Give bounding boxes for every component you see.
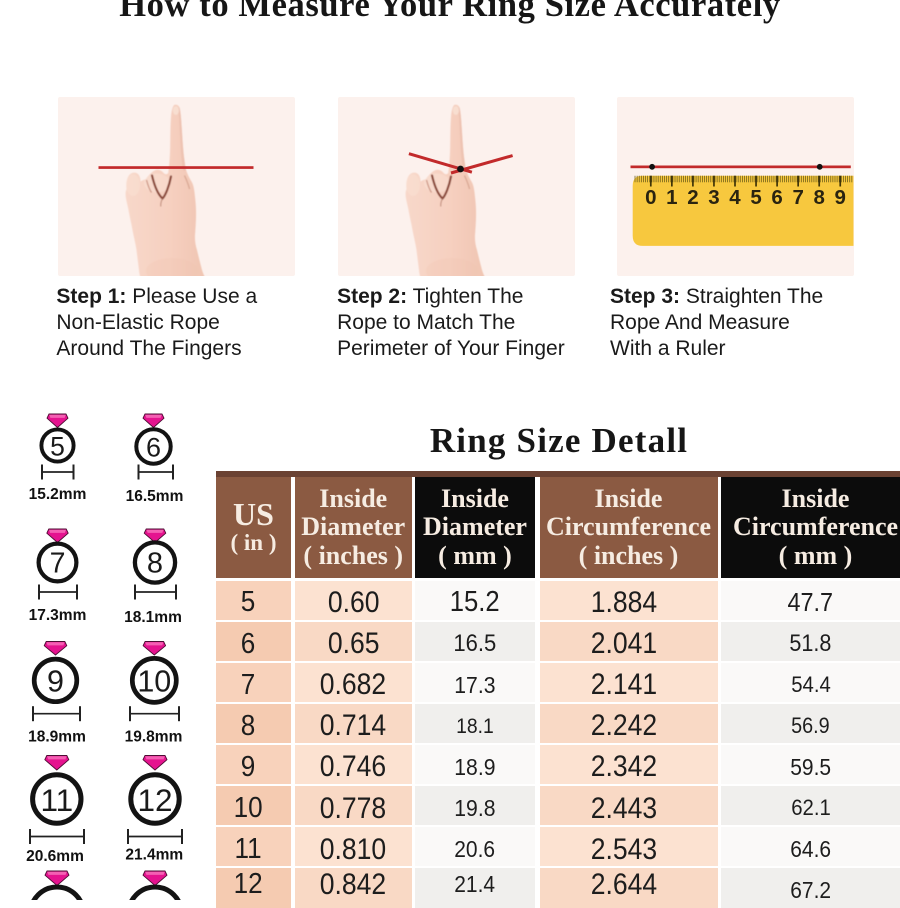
svg-text:19.8mm: 19.8mm (125, 729, 183, 746)
svg-text:17.3mm: 17.3mm (29, 607, 87, 624)
svg-text:1: 1 (666, 186, 677, 209)
svg-text:3: 3 (708, 186, 719, 209)
svg-text:15.2mm: 15.2mm (29, 486, 87, 503)
svg-text:10: 10 (137, 664, 171, 698)
svg-text:12: 12 (137, 782, 172, 818)
svg-text:5: 5 (750, 186, 761, 209)
svg-text:4: 4 (729, 186, 741, 209)
svg-text:8: 8 (147, 548, 163, 580)
svg-text:0: 0 (645, 186, 656, 209)
svg-text:13: 13 (39, 897, 75, 901)
svg-text:9: 9 (47, 664, 64, 698)
svg-text:21.4mm: 21.4mm (125, 847, 183, 864)
svg-text:16.5mm: 16.5mm (126, 488, 184, 505)
svg-text:6: 6 (146, 433, 161, 463)
svg-text:2: 2 (687, 186, 698, 209)
svg-text:7: 7 (792, 186, 803, 209)
svg-text:7: 7 (50, 548, 66, 580)
svg-text:11: 11 (40, 782, 73, 818)
svg-text:18.1mm: 18.1mm (124, 609, 182, 626)
svg-text:14: 14 (137, 897, 173, 901)
svg-text:20.6mm: 20.6mm (26, 848, 84, 865)
svg-text:18.9mm: 18.9mm (28, 729, 86, 746)
svg-text:6: 6 (771, 186, 782, 209)
svg-text:9: 9 (835, 186, 846, 209)
svg-text:8: 8 (813, 186, 824, 209)
svg-text:5: 5 (50, 432, 65, 462)
